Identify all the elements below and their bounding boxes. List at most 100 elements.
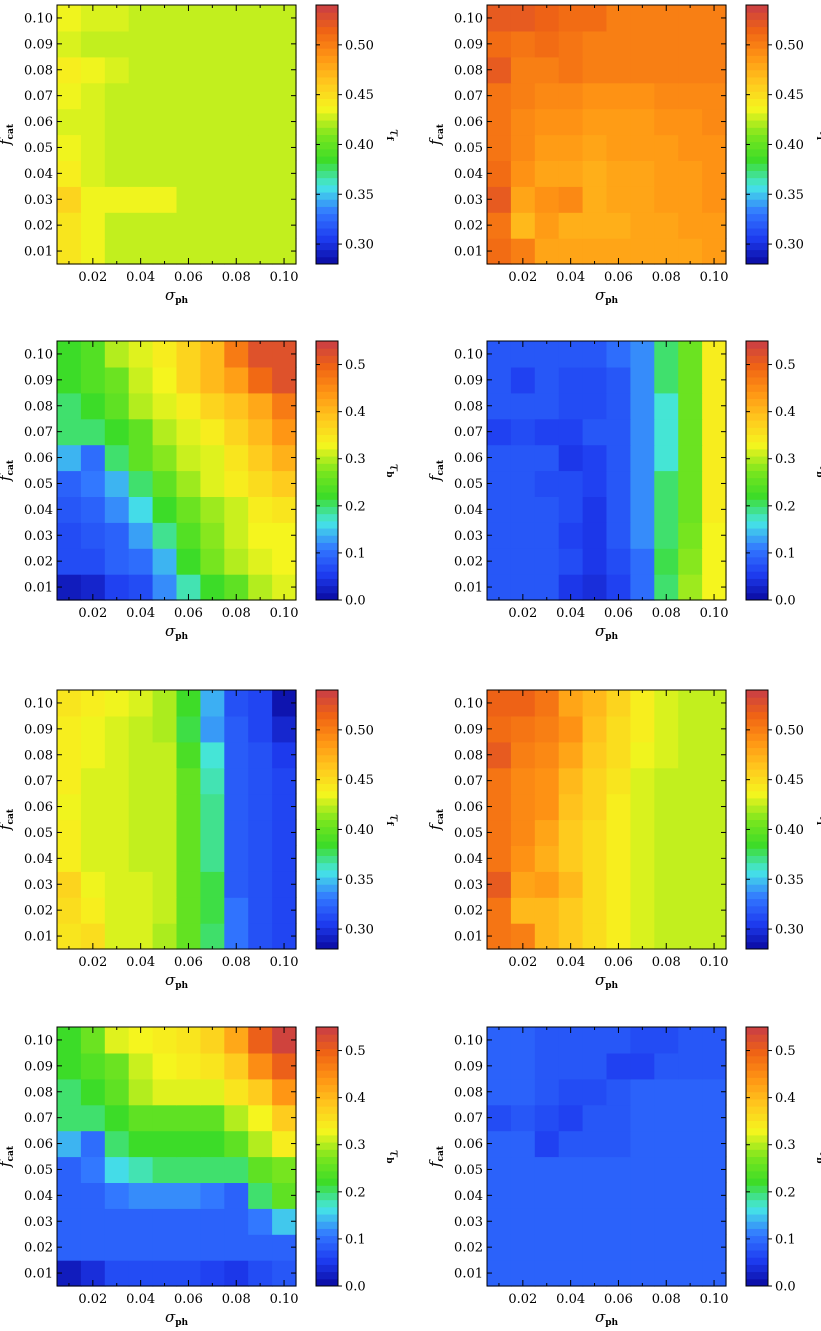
y-tick-label: 0.04 <box>454 167 483 182</box>
colorbar-segment <box>746 213 768 222</box>
colorbar-segment <box>746 790 768 799</box>
heatmap-cell <box>606 1104 631 1132</box>
colorbar-tick-label: 0.3 <box>345 1138 366 1153</box>
heatmap-cell <box>582 871 608 898</box>
heatmap-cell <box>654 82 679 110</box>
y-tick-label: 0.04 <box>24 852 53 867</box>
colorbar-segment <box>746 1055 768 1064</box>
heatmap-cell <box>224 1052 249 1080</box>
heatmap-cell <box>606 1234 631 1261</box>
heatmap-cell <box>630 690 655 717</box>
y-tick-label: 0.01 <box>24 1267 53 1282</box>
colorbar-segment <box>316 228 338 236</box>
colorbar-segment <box>746 1041 768 1050</box>
colorbar-frame <box>745 1026 769 1287</box>
colorbar-label: τf <box>814 129 821 142</box>
colorbar-segment <box>316 84 338 92</box>
colorbar-frame <box>315 689 339 950</box>
heatmap-cell <box>558 1234 584 1261</box>
colorbar-segment <box>746 1206 768 1215</box>
colorbar-segment <box>746 862 768 871</box>
colorbar-segment <box>746 1228 768 1237</box>
heatmap-cell <box>176 793 201 821</box>
colorbar-segment <box>746 148 768 157</box>
heatmap-cell <box>654 1182 679 1209</box>
heatmap-cell <box>152 522 178 549</box>
heatmap-cell <box>678 715 703 743</box>
heatmap-cell <box>582 548 608 575</box>
heatmap-cell <box>678 5 703 32</box>
colorbar-segment <box>746 1264 768 1273</box>
heatmap-cell <box>80 767 106 795</box>
colorbar-segment <box>746 1235 768 1244</box>
heatmap-cell <box>104 108 130 136</box>
heatmap-cell <box>248 470 273 497</box>
heatmap-cell <box>558 715 584 743</box>
heatmap-cell <box>128 1078 154 1106</box>
heatmap-cell <box>176 897 201 924</box>
heatmap-cell <box>152 1130 178 1158</box>
heatmap-cell <box>248 56 273 84</box>
colorbar-segment <box>316 1185 338 1193</box>
heatmap-cell <box>534 715 560 743</box>
y-tick-label: 0.08 <box>454 63 483 78</box>
heatmap-cell <box>152 1182 178 1209</box>
heatmap-panel: 0.02 0.04 0.06 0.08 0.10 0.01 0.02 0.03 0.04 0.05… <box>426 1026 821 1328</box>
heatmap-cell <box>200 1078 225 1106</box>
heatmap-cell <box>200 238 225 265</box>
colorbar-segment <box>746 891 768 900</box>
colorbar-segment <box>316 1077 338 1086</box>
heatmap-cell <box>104 1156 130 1183</box>
heatmap-cell <box>152 392 178 420</box>
heatmap-cell <box>104 212 130 239</box>
colorbar-frame <box>315 340 339 601</box>
heatmap-cell <box>558 793 584 821</box>
y-tick-label: 0.04 <box>454 1189 483 1204</box>
heatmap-cell <box>128 212 154 239</box>
heatmap-cell <box>630 186 655 213</box>
colorbar-segment <box>316 1134 338 1143</box>
x-tick-label: 0.02 <box>78 955 107 970</box>
heatmap-cell <box>248 212 273 239</box>
heatmap-cell <box>630 5 655 32</box>
heatmap-cell <box>654 1104 679 1132</box>
colorbar-segment <box>316 1106 338 1114</box>
heatmap-cell <box>534 845 560 872</box>
heatmap-cell <box>128 108 154 136</box>
x-tick-label: 0.08 <box>222 955 251 970</box>
heatmap-cell <box>582 160 608 187</box>
colorbar-segment <box>746 549 768 558</box>
colorbar-tick-label: 0.45 <box>345 773 374 788</box>
heatmap-cell <box>176 1208 201 1235</box>
colorbar-segment <box>316 1228 338 1237</box>
heatmap-cell <box>248 1104 273 1132</box>
heatmap-cell <box>200 160 225 187</box>
heatmap-cell <box>630 366 655 394</box>
y-tick-label: 0.08 <box>454 748 483 763</box>
colorbar-segment <box>316 477 338 486</box>
heatmap-cell <box>224 715 249 743</box>
colorbar-tick-label: 0.35 <box>775 188 804 203</box>
colorbar-segment <box>746 369 768 378</box>
colorbar-segment <box>746 718 768 727</box>
y-tick-label: 0.06 <box>24 451 53 466</box>
heatmap-cell <box>630 160 655 187</box>
heatmap-cell <box>176 1104 201 1132</box>
colorbar-segment <box>316 1206 338 1215</box>
colorbar-segment <box>316 156 338 164</box>
heatmap-cell <box>104 548 130 575</box>
colorbar-segment <box>746 499 768 507</box>
heatmap-cell <box>678 392 703 420</box>
colorbar-segment <box>746 740 768 749</box>
heatmap-cell <box>654 741 679 769</box>
heatmap-cell <box>606 741 631 769</box>
y-tick-label: 0.06 <box>24 1137 53 1152</box>
heatmap-cell <box>510 1208 536 1235</box>
heatmap-cell <box>224 212 249 239</box>
heatmap-cell <box>534 1260 560 1287</box>
x-axis-label: σph <box>165 971 189 991</box>
colorbar-segment <box>746 141 768 150</box>
heatmap-cell <box>510 392 536 420</box>
heatmap-cell <box>678 1260 703 1287</box>
heatmap-cell <box>558 1208 584 1235</box>
